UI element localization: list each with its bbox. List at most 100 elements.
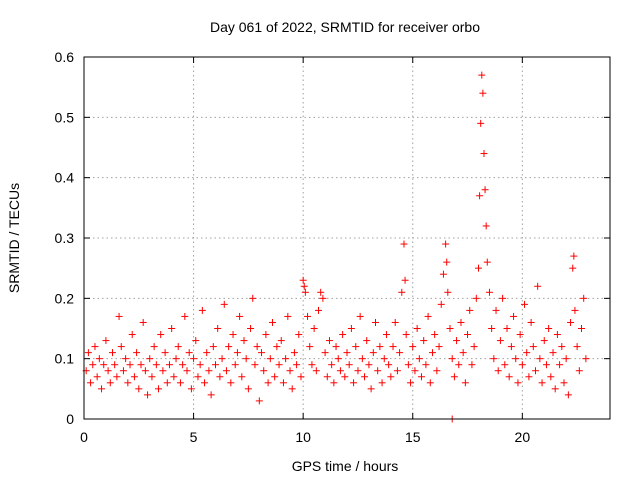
data-point	[542, 361, 550, 369]
data-point	[538, 379, 546, 387]
data-point	[560, 379, 568, 387]
data-point	[492, 306, 500, 314]
data-point	[507, 343, 515, 351]
data-point	[122, 355, 130, 363]
data-point	[485, 288, 493, 296]
data-point	[271, 373, 279, 381]
data-point	[564, 391, 572, 399]
data-point	[562, 355, 570, 363]
data-point	[431, 331, 439, 339]
data-point	[214, 325, 222, 332]
data-point	[124, 379, 132, 387]
data-point	[268, 318, 276, 326]
data-point	[306, 343, 314, 351]
data-point	[444, 288, 452, 296]
data-point	[117, 343, 125, 351]
data-point	[339, 331, 347, 339]
data-point	[468, 361, 476, 369]
data-point	[119, 367, 127, 375]
data-point	[205, 367, 213, 375]
data-point	[260, 367, 268, 375]
data-point	[569, 264, 577, 272]
data-point	[93, 373, 101, 381]
data-point	[225, 343, 233, 351]
data-point	[240, 337, 248, 345]
data-point	[413, 325, 421, 332]
y-tick-label: 0.1	[55, 351, 75, 367]
data-point	[575, 367, 583, 375]
data-point	[424, 312, 432, 320]
data-point	[253, 343, 261, 351]
data-point	[152, 361, 160, 369]
data-point	[91, 343, 99, 351]
data-point	[288, 385, 296, 393]
data-point	[84, 349, 92, 357]
data-point	[404, 361, 412, 369]
data-point	[279, 379, 287, 387]
data-point	[531, 367, 539, 375]
data-point	[363, 337, 371, 345]
data-point	[286, 367, 294, 375]
data-point	[242, 355, 250, 363]
data-point	[315, 306, 323, 314]
data-point	[100, 361, 108, 369]
data-point	[411, 367, 419, 375]
data-point	[483, 258, 491, 266]
data-point	[376, 343, 384, 351]
data-point	[297, 373, 305, 381]
data-point	[490, 355, 498, 363]
data-point	[415, 355, 423, 363]
data-point	[321, 349, 329, 357]
data-point	[198, 306, 206, 314]
y-tick-label: 0	[66, 411, 74, 427]
data-point	[133, 349, 141, 357]
data-point	[212, 361, 219, 369]
data-point	[523, 349, 531, 357]
data-point	[170, 373, 178, 381]
data-point	[220, 300, 228, 308]
data-point	[420, 337, 428, 345]
data-point	[501, 361, 509, 369]
data-point	[479, 89, 487, 97]
data-point	[231, 361, 239, 369]
data-point	[176, 379, 184, 387]
data-point	[194, 373, 202, 381]
data-point	[350, 379, 358, 387]
data-point	[312, 367, 320, 375]
data-point	[518, 361, 526, 369]
x-tick-label: 10	[295, 429, 311, 445]
data-point	[536, 355, 544, 363]
x-tick-label: 20	[515, 429, 531, 445]
data-point	[146, 355, 154, 363]
data-point	[545, 325, 553, 332]
data-point	[336, 367, 344, 375]
data-point	[476, 192, 484, 200]
data-point	[266, 355, 274, 363]
data-point	[556, 361, 564, 369]
data-point	[282, 355, 290, 363]
data-point	[325, 337, 333, 345]
data-point	[477, 119, 485, 127]
data-point	[222, 367, 230, 375]
data-point	[89, 361, 97, 369]
data-point	[98, 385, 106, 393]
x-tick-label: 0	[80, 429, 88, 445]
data-point	[218, 355, 226, 363]
data-point	[238, 373, 246, 381]
data-point	[448, 355, 456, 363]
data-point	[361, 373, 369, 381]
data-point	[365, 361, 373, 369]
data-point	[527, 318, 535, 326]
data-point	[135, 385, 143, 393]
data-point	[277, 337, 285, 345]
data-point	[549, 349, 557, 357]
data-point	[400, 240, 408, 248]
data-point	[435, 343, 443, 351]
data-point	[525, 373, 533, 381]
y-tick-label: 0.4	[55, 170, 75, 186]
data-point	[290, 349, 298, 357]
data-point	[295, 331, 303, 339]
data-point	[229, 331, 237, 339]
data-point	[512, 355, 520, 363]
data-point	[478, 71, 486, 79]
